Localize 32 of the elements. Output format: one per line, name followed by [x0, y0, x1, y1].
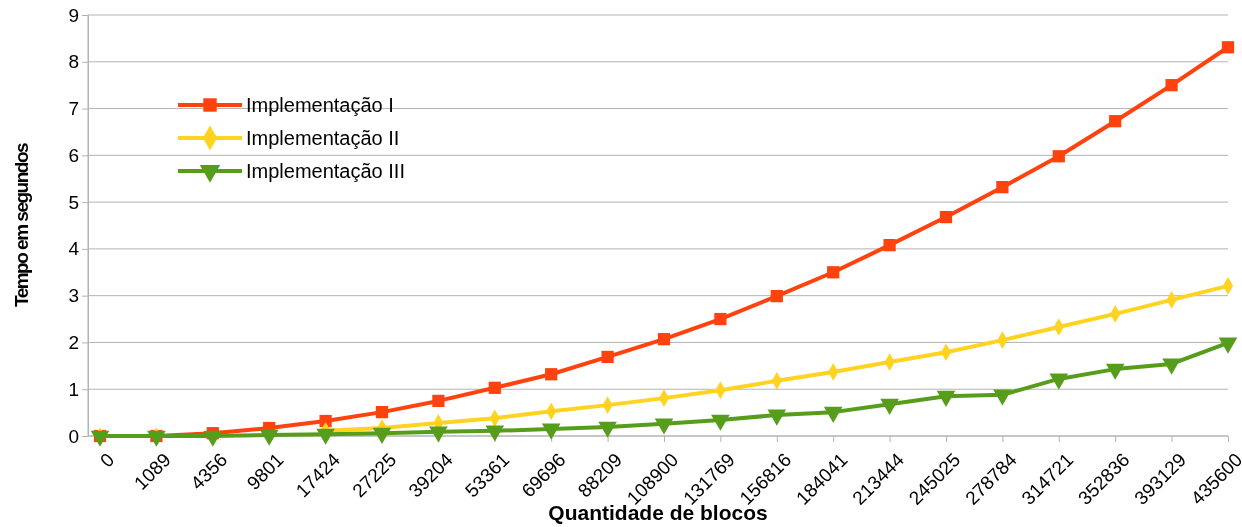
- point: [883, 239, 896, 252]
- point: [996, 181, 1009, 194]
- y-tick-label: 9: [68, 4, 79, 26]
- y-tick-label: 5: [68, 191, 79, 213]
- y-tick-label: 0: [68, 425, 79, 447]
- point: [319, 414, 332, 428]
- point: [432, 394, 445, 408]
- point: [657, 333, 671, 346]
- y-tick-label: 3: [68, 285, 79, 307]
- point: [601, 350, 614, 364]
- point: [1221, 41, 1235, 54]
- y-tick-label: 2: [68, 332, 79, 354]
- y-tick-label: 7: [68, 98, 79, 120]
- point: [375, 406, 389, 419]
- point: [545, 368, 558, 381]
- point: [1165, 79, 1178, 92]
- y-tick-label: 6: [68, 144, 79, 166]
- point: [1109, 115, 1122, 128]
- point: [939, 210, 953, 224]
- y-tick-label: 4: [68, 238, 80, 260]
- y-tick-label: 1: [68, 378, 79, 400]
- x-tick-label: 0: [96, 449, 119, 472]
- y-tick-label: 8: [68, 51, 79, 73]
- point: [1052, 150, 1065, 163]
- point: [488, 381, 501, 394]
- point: [770, 290, 783, 303]
- point: [827, 266, 840, 279]
- legend-label: Implementação III: [246, 160, 405, 182]
- y-axis-title: Tempo em segundos: [11, 143, 32, 308]
- legend-label: Implementação II: [246, 127, 400, 149]
- legend-label: Implementação I: [246, 94, 394, 116]
- point: [714, 312, 727, 326]
